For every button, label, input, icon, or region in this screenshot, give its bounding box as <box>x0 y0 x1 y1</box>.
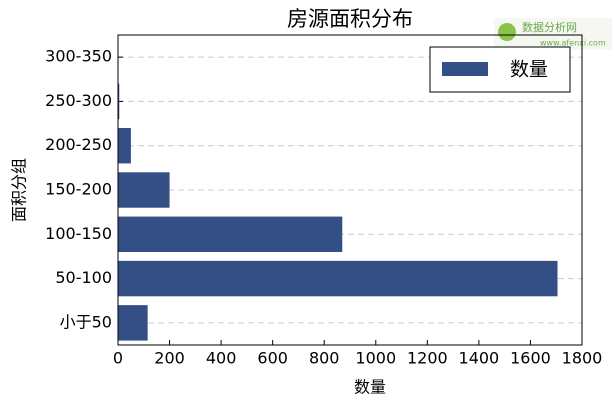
y-tick-label: 150-200 <box>45 180 112 199</box>
y-tick-label: 50-100 <box>55 268 112 287</box>
y-tick-label: 300-350 <box>45 47 112 66</box>
chart-title: 房源面积分布 <box>287 7 413 31</box>
x-tick-label: 600 <box>257 349 288 368</box>
y-axis-label: 面积分组 <box>10 158 29 222</box>
x-tick-label: 0 <box>113 349 123 368</box>
x-tick-label: 800 <box>309 349 340 368</box>
bar <box>118 260 558 297</box>
y-tick-label: 100-150 <box>45 224 112 243</box>
bar <box>118 216 343 252</box>
watermark-url: www.afenxi.com <box>540 39 606 48</box>
watermark: 数据分析网 <box>522 20 577 34</box>
bar <box>118 83 120 120</box>
x-tick-label: 1800 <box>562 349 603 368</box>
bar <box>118 172 170 208</box>
x-axis-label: 数量 <box>354 378 386 397</box>
watermark-logo <box>498 23 516 41</box>
bar <box>118 128 131 164</box>
bar <box>118 305 148 341</box>
y-tick-label: 小于50 <box>60 312 112 331</box>
legend-swatch <box>442 62 488 76</box>
legend-label: 数量 <box>510 59 548 81</box>
y-tick-label: 250-300 <box>45 91 112 110</box>
plot-frame <box>117 34 583 346</box>
x-tick-label: 400 <box>206 349 237 368</box>
x-tick-label: 1000 <box>355 349 396 368</box>
x-tick-label: 1200 <box>407 349 448 368</box>
x-tick-label: 1400 <box>459 349 500 368</box>
x-tick-label: 1600 <box>510 349 551 368</box>
x-tick-label: 200 <box>154 349 185 368</box>
y-tick-label: 200-250 <box>45 135 112 154</box>
